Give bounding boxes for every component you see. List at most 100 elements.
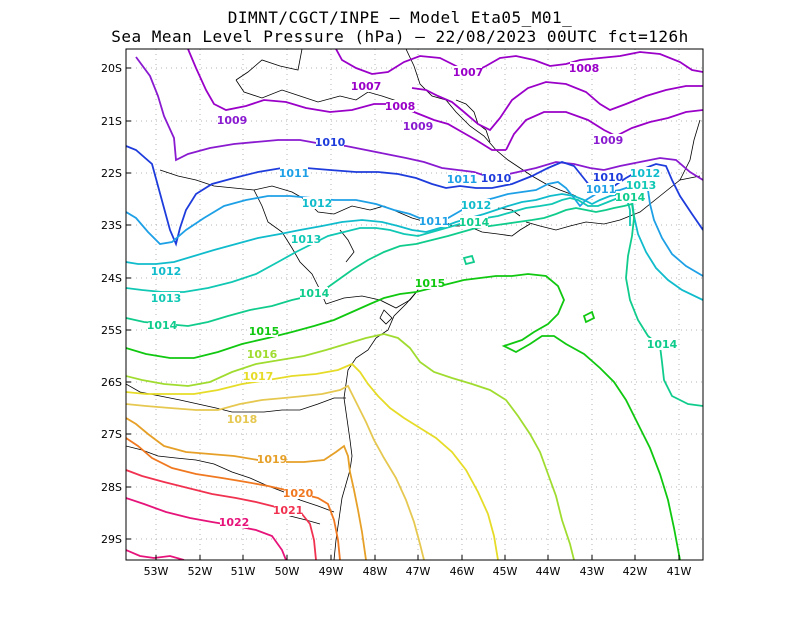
isobar-label: 1013 — [626, 179, 657, 192]
lat-tick-label: 27S — [101, 428, 122, 441]
isobar-label: 1013 — [151, 292, 182, 305]
isobar-label-bg — [587, 183, 615, 195]
isobar-label: 1011 — [447, 173, 478, 186]
isobar-label: 1013 — [291, 233, 322, 246]
isobar-label: 1014 — [615, 191, 646, 204]
isobar-label: 1019 — [257, 453, 288, 466]
isobar-label: 1014 — [647, 338, 678, 351]
isobar-label: 1016 — [247, 348, 278, 361]
isobar-label-bg — [404, 120, 432, 132]
isobar-label: 1009 — [403, 120, 434, 133]
isobar-label: 1010 — [481, 172, 512, 185]
lat-tick-label: 29S — [101, 533, 122, 546]
isobar-label: 1008 — [569, 62, 600, 75]
lon-tick-label: 44W — [536, 565, 561, 578]
isobar-label: 1011 — [586, 183, 617, 196]
lat-tick-label: 25S — [101, 324, 122, 337]
isobar-label: 1012 — [630, 167, 661, 180]
isobar-label: 1015 — [249, 325, 280, 338]
latitude-axis: 20S 21S 22S 23S 24S 25S 26S 27S 28S 29S — [101, 62, 131, 546]
lon-tick-label: 51W — [231, 565, 256, 578]
isobar-label-bg — [648, 338, 676, 350]
isobar-lines — [126, 49, 703, 560]
lon-tick-label: 52W — [188, 565, 213, 578]
isobar-label-bg — [386, 100, 414, 112]
isobar-label-bg — [303, 197, 331, 209]
isobar-label-bg — [284, 487, 312, 499]
lat-tick-label: 20S — [101, 62, 122, 75]
isobar-label: 1014 — [147, 319, 178, 332]
isobar-label-bg — [248, 348, 276, 360]
lat-tick-label: 22S — [101, 167, 122, 180]
isobar-label: 1009 — [593, 134, 624, 147]
lon-tick-label: 49W — [319, 565, 344, 578]
isobar-label: 1017 — [243, 370, 274, 383]
isobar-label: 1007 — [351, 80, 382, 93]
coastline-layer — [126, 49, 701, 560]
isobar-label-bg — [594, 171, 622, 183]
lon-tick-label: 42W — [623, 565, 648, 578]
isobar-label-bg — [244, 370, 272, 382]
isobar-label: 1010 — [593, 171, 624, 184]
lat-tick-label: 23S — [101, 219, 122, 232]
isobar-label-bg — [258, 453, 286, 465]
isobar-label-bg — [616, 191, 644, 203]
isobar-label: 1021 — [273, 504, 304, 517]
isobar-label: 1009 — [217, 114, 248, 127]
isobar-label-bg — [594, 134, 622, 146]
map-title-line-2: Sea Mean Level Pressure (hPa) – 22/08/20… — [111, 27, 689, 46]
lon-tick-label: 43W — [580, 565, 605, 578]
isobar-label-bg — [220, 516, 248, 528]
isobar-label-bg — [228, 413, 256, 425]
isobar-label: 1011 — [419, 215, 450, 228]
lon-tick-label: 46W — [450, 565, 475, 578]
isobar-label: 1011 — [279, 167, 310, 180]
isobar-label: 1012 — [302, 197, 333, 210]
lon-tick-label: 41W — [667, 565, 692, 578]
isobar-label: 1012 — [151, 265, 182, 278]
lat-tick-label: 28S — [101, 481, 122, 494]
isobar-label-bg — [448, 173, 476, 185]
isobar-label-bg — [274, 504, 302, 516]
isobar-label-bg — [152, 292, 180, 304]
lat-tick-label: 24S — [101, 272, 122, 285]
isobar-label: 1015 — [415, 277, 446, 290]
lat-tick-label: 26S — [101, 376, 122, 389]
isobar-label: 1014 — [299, 287, 330, 300]
isobar-label: 1018 — [227, 413, 258, 426]
isobar-label-bg — [352, 80, 380, 92]
lon-tick-label: 47W — [406, 565, 431, 578]
isobar-label-bg — [316, 136, 344, 148]
isobar-label-bg — [152, 265, 180, 277]
isobar-label: 1022 — [219, 516, 250, 529]
isobar-label-bg — [420, 215, 448, 227]
isobar-label-bg — [570, 62, 598, 74]
isobar-label: 1020 — [283, 487, 314, 500]
isobar-label-bg — [250, 325, 278, 337]
isobar-label-bg — [627, 179, 655, 191]
isobar-label: 1007 — [453, 66, 484, 79]
map-frame — [125, 48, 704, 561]
lon-tick-label: 53W — [144, 565, 169, 578]
isobar-label-bg — [454, 66, 482, 78]
isobar-label-bg — [218, 114, 246, 126]
isobar-label: 1012 — [461, 199, 492, 212]
isobar-label-bg — [631, 167, 659, 179]
lon-tick-label: 48W — [363, 565, 388, 578]
isobar-label-bg — [292, 233, 320, 245]
isobar-label-bg — [416, 277, 444, 289]
lat-tick-label: 21S — [101, 115, 122, 128]
map-title-line-1: DIMNT/CGCT/INPE – Model Eta05_M01_ — [227, 8, 573, 27]
isobar-label-bg — [482, 172, 510, 184]
lon-tick-label: 50W — [275, 565, 300, 578]
isobar-label-bg — [148, 319, 176, 331]
isobar-label-bg — [280, 167, 308, 179]
isobar-label: 1008 — [385, 100, 416, 113]
isobar-label-bg — [460, 216, 488, 228]
isobar-label-bg — [300, 287, 328, 299]
isobar-label: 1010 — [315, 136, 346, 149]
longitude-axis: 53W 52W 51W 50W 49W 48W 47W 46W 45W 44W 43W 42W 41W — [144, 555, 692, 578]
lon-tick-label: 45W — [493, 565, 518, 578]
